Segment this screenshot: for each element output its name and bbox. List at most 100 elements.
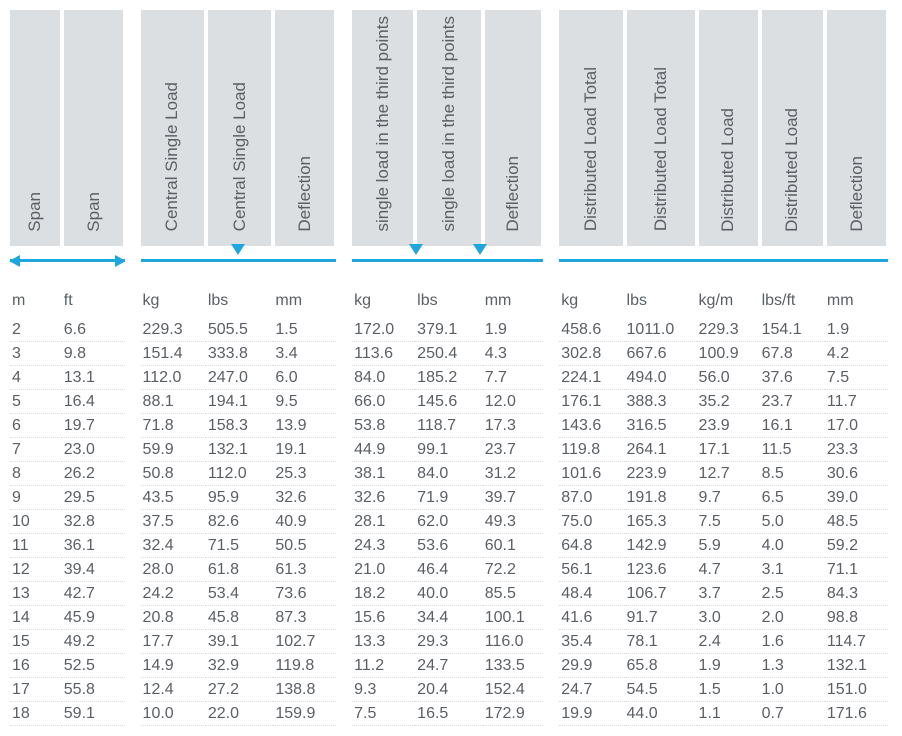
cell: 56.1: [559, 558, 624, 582]
cell: 4: [10, 366, 62, 390]
table-row: 413.1112.0247.06.084.0185.27.7224.1494.0…: [10, 366, 888, 390]
cell: 64.8: [559, 534, 624, 558]
cell: 24.2: [141, 582, 206, 606]
cell: 3.1: [760, 558, 825, 582]
cell: 23.7: [483, 438, 544, 462]
cell: 49.3: [483, 510, 544, 534]
table-row: 1239.428.061.861.321.046.472.256.1123.64…: [10, 558, 888, 582]
cell: 17.7: [141, 630, 206, 654]
cell: 29.9: [559, 654, 624, 678]
cell: 24.3: [352, 534, 415, 558]
cell: 24.7: [415, 654, 483, 678]
table-row: 516.488.1194.19.566.0145.612.0176.1388.3…: [10, 390, 888, 414]
cell: 133.5: [483, 654, 544, 678]
cell: 4.2: [825, 342, 888, 366]
cell: 1.1: [697, 702, 760, 726]
cell: 5.9: [697, 534, 760, 558]
cell: 1.3: [760, 654, 825, 678]
cell: 21.0: [352, 558, 415, 582]
cell: 106.7: [625, 582, 697, 606]
cell: 2: [10, 318, 62, 342]
cell: 19.7: [62, 414, 125, 438]
header-third-defl: Deflection: [483, 10, 544, 246]
cell: 75.0: [559, 510, 624, 534]
cell: 71.1: [825, 558, 888, 582]
cell: 145.6: [415, 390, 483, 414]
cell: 151.0: [825, 678, 888, 702]
table-row: 1652.514.932.9119.811.224.7133.529.965.8…: [10, 654, 888, 678]
cell: 54.5: [625, 678, 697, 702]
cell: 39.4: [62, 558, 125, 582]
unit-mm2: mm: [483, 274, 544, 318]
cell: 32.4: [141, 534, 206, 558]
cell: 1.5: [273, 318, 336, 342]
cell: 172.0: [352, 318, 415, 342]
cell: 31.2: [483, 462, 544, 486]
cell: 43.5: [141, 486, 206, 510]
cell: 13.1: [62, 366, 125, 390]
cell: 1011.0: [625, 318, 697, 342]
cell: 12.7: [697, 462, 760, 486]
cell: 0.7: [760, 702, 825, 726]
cell: 100.9: [697, 342, 760, 366]
cell: 11.7: [825, 390, 888, 414]
cell: 100.1: [483, 606, 544, 630]
cell: 17.3: [483, 414, 544, 438]
cell: 19.9: [559, 702, 624, 726]
cell: 73.6: [273, 582, 336, 606]
cell: 88.1: [141, 390, 206, 414]
cell: 388.3: [625, 390, 697, 414]
cell: 49.2: [62, 630, 125, 654]
cell: 1.9: [483, 318, 544, 342]
unit-lbs2: lbs: [415, 274, 483, 318]
cell: 28.1: [352, 510, 415, 534]
cell: 10.0: [141, 702, 206, 726]
unit-m: m: [10, 274, 62, 318]
cell: 44.9: [352, 438, 415, 462]
cell: 1.5: [697, 678, 760, 702]
cell: 12.0: [483, 390, 544, 414]
cell: 62.0: [415, 510, 483, 534]
header-central-defl: Deflection: [273, 10, 336, 246]
cell: 98.8: [825, 606, 888, 630]
cell: 67.8: [760, 342, 825, 366]
cell: 56.0: [697, 366, 760, 390]
cell: 28.0: [141, 558, 206, 582]
cell: 65.8: [625, 654, 697, 678]
header-dist-kgm: Distributed Load: [697, 10, 760, 246]
cell: 10: [10, 510, 62, 534]
table-row: 39.8151.4333.83.4113.6250.44.3302.8667.6…: [10, 342, 888, 366]
unit-kg: kg: [141, 274, 206, 318]
cell: 15.6: [352, 606, 415, 630]
table-row: 723.059.9132.119.144.999.123.7119.8264.1…: [10, 438, 888, 462]
cell: 53.8: [352, 414, 415, 438]
cell: 264.1: [625, 438, 697, 462]
table-body: 26.6229.3505.51.5172.0379.11.9458.61011.…: [10, 318, 888, 726]
table-row: 1032.837.582.640.928.162.049.375.0165.37…: [10, 510, 888, 534]
cell: 16.5: [415, 702, 483, 726]
units-row: m ft kg lbs mm kg lbs mm kg lbs kg/m lbs…: [10, 274, 888, 318]
cell: 2.0: [760, 606, 825, 630]
cell: 23.9: [697, 414, 760, 438]
cell: 71.5: [206, 534, 274, 558]
cell: 154.1: [760, 318, 825, 342]
cell: 29.3: [415, 630, 483, 654]
header-dist-defl: Deflection: [825, 10, 888, 246]
span-arrow-icon: [10, 246, 125, 274]
cell: 84.3: [825, 582, 888, 606]
cell: 302.8: [559, 342, 624, 366]
cell: 667.6: [625, 342, 697, 366]
cell: 23.0: [62, 438, 125, 462]
cell: 29.5: [62, 486, 125, 510]
unit-kg3: kg: [559, 274, 624, 318]
cell: 53.4: [206, 582, 274, 606]
cell: 12: [10, 558, 62, 582]
cell: 116.0: [483, 630, 544, 654]
load-table-container: Span Span Central Single Load Central Si…: [10, 10, 890, 726]
col-gap: [125, 10, 141, 246]
cell: 379.1: [415, 318, 483, 342]
cell: 12.4: [141, 678, 206, 702]
cell: 15: [10, 630, 62, 654]
cell: 55.8: [62, 678, 125, 702]
cell: 71.9: [415, 486, 483, 510]
